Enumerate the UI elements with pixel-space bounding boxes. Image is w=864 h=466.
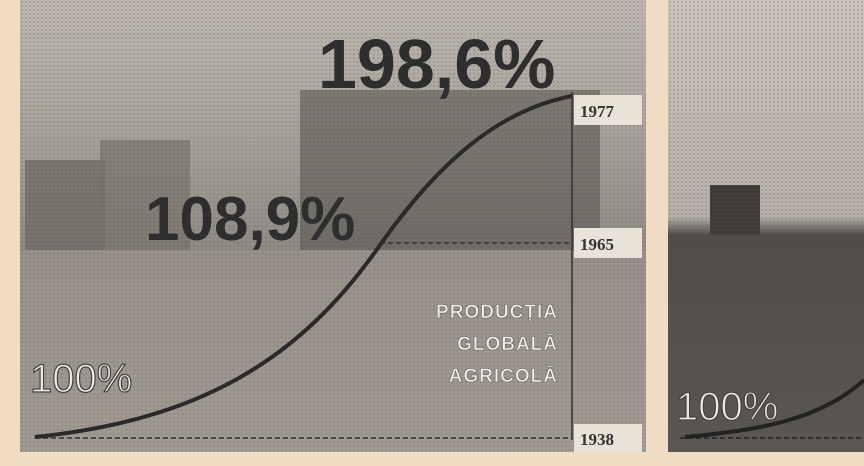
level-label: 108,9%	[145, 185, 355, 254]
caption-line: PRODUCȚIA	[436, 302, 558, 323]
caption-line: GLOBALĂ	[457, 333, 558, 355]
level-label: 100%	[30, 357, 132, 401]
level-label: 198,6%	[318, 25, 555, 103]
year-label: 1965	[580, 235, 614, 254]
year-label: 1938	[580, 430, 614, 449]
infographic: 198,6% 108,9% 100% 1977 1965 1938 PRODUC…	[0, 0, 864, 466]
caption-line: AGRICOLĂ	[449, 365, 558, 387]
year-label: 1977	[580, 102, 615, 121]
page: 198,6% 108,9% 100% 1977 1965 1938 PRODUC…	[0, 0, 864, 466]
level-label: 100%	[676, 385, 778, 429]
